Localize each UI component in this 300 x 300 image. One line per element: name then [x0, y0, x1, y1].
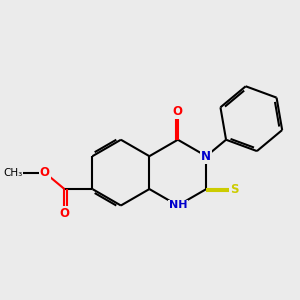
Text: O: O [59, 207, 70, 220]
Text: S: S [230, 183, 238, 196]
Text: O: O [40, 166, 50, 179]
Text: O: O [10, 166, 20, 179]
Text: O: O [173, 105, 183, 118]
Text: CH₃: CH₃ [3, 168, 22, 178]
Text: NH: NH [169, 200, 187, 211]
Text: N: N [201, 150, 211, 163]
